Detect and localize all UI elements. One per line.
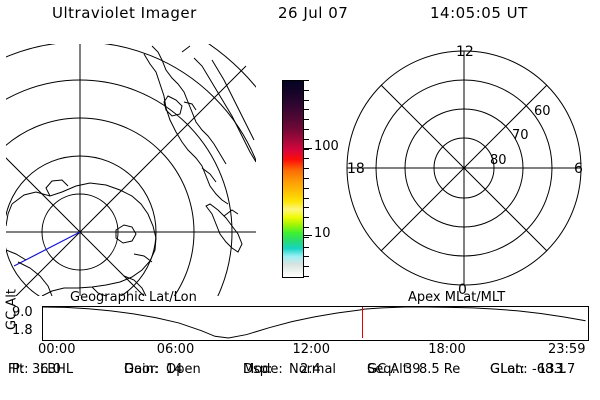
colorbar-tick	[303, 99, 309, 101]
colorbar-tick	[303, 227, 309, 228]
status-label: Dsp:	[243, 362, 273, 377]
colorbar-major-tick	[303, 147, 312, 149]
colorbar-tick-marks	[303, 80, 311, 277]
mlt-label-12: 12	[456, 44, 474, 60]
strip-chart-xtick: 23:59	[548, 342, 586, 357]
gc-altitude-trace	[42, 306, 586, 339]
mlt-label-6: 6	[574, 161, 583, 177]
status-value: 2.4	[300, 362, 321, 377]
colorbar-tick	[303, 217, 309, 219]
colorbar-tick	[303, 119, 309, 121]
colorbar-gradient-box[interactable]	[282, 80, 304, 278]
strip-chart-trace-svg	[42, 306, 586, 339]
antarctica-coastline	[6, 179, 157, 296]
status-label: Mode:	[243, 362, 283, 377]
mlt-spokes	[347, 51, 581, 285]
page-title: Ultraviolet Imager	[52, 4, 197, 22]
status-label: Gain:	[124, 362, 159, 377]
status-label: GC Alt:	[367, 362, 413, 377]
colorbar-tick	[303, 89, 309, 91]
geographic-map-svg	[6, 44, 256, 296]
mlt-label-18: 18	[347, 161, 365, 177]
strip-ytick-bottom: 1.8	[12, 323, 33, 338]
strip-right-title: Apex MLat/MLT	[408, 290, 506, 305]
status-value: Open	[166, 362, 201, 377]
header-bar: Ultraviolet Imager 26 Jul 07 14:05:05 UT	[0, 4, 600, 30]
status-value: 36.0	[32, 362, 61, 377]
mlt-hour-labels: 12 18 6 0	[347, 44, 583, 298]
status-value: LBHL	[40, 362, 74, 377]
colorbar-tick	[303, 236, 309, 238]
status-value: 39	[404, 362, 421, 377]
colorbar-tick	[303, 207, 309, 209]
strip-chart-xtick: 12:00	[292, 342, 330, 357]
colorbar-tick	[303, 148, 309, 150]
island-coastline	[205, 203, 243, 253]
observation-date: 26 Jul 07	[278, 4, 349, 22]
colorbar-tick	[303, 197, 309, 199]
status-value: 133.7	[538, 362, 576, 377]
south-america-coastline	[143, 45, 256, 205]
colorbar-tick	[303, 178, 309, 179]
status-value: 14	[166, 362, 183, 377]
strip-chart-plot-area[interactable]	[42, 306, 589, 341]
status-label: GLat:	[490, 362, 525, 377]
colorbar-tick	[303, 266, 309, 268]
status-label: Seq:	[367, 362, 396, 377]
status-value: 8.5 Re	[419, 362, 461, 377]
status-value: Normal	[289, 362, 337, 377]
colorbar-major-tick	[303, 235, 312, 237]
orbit-strip-chart[interactable]: GC Alt 9.0 1.8 Geographic Lat/Lon Apex M…	[0, 289, 600, 357]
mlat-label-80: 80	[490, 153, 507, 168]
mlat-label-70: 70	[512, 128, 529, 143]
mlat-label-60: 60	[534, 104, 551, 119]
strip-chart-xtick: 18:00	[428, 342, 466, 357]
strip-chart-xtick: 00:00	[38, 342, 76, 357]
geographic-polar-map[interactable]	[6, 44, 256, 296]
mlat-ring-labels: 60 70 80	[490, 104, 551, 168]
colorbar-value-label: 10	[314, 226, 331, 242]
mlt-label-0: 0	[458, 282, 467, 298]
status-label: Flt:	[8, 362, 29, 377]
sun-direction-line	[13, 231, 81, 267]
time-cursor[interactable]	[361, 307, 363, 338]
status-readout: Flt: LBHL Door: Open Mode: Normal GC Alt: 8.5 R…	[0, 362, 600, 398]
colorbar-tick	[303, 109, 309, 111]
observation-time: 14:05:05 UT	[430, 4, 528, 22]
colorbar-tick	[303, 158, 309, 160]
colorbar-tick	[303, 246, 309, 248]
strip-chart-xtick: 06:00	[156, 342, 195, 357]
strip-ytick-top: 9.0	[12, 305, 33, 320]
colorbar-tick	[303, 138, 309, 140]
status-label: IP:	[8, 362, 25, 377]
apex-dial-svg: 60 70 80 12 18 6 0	[346, 44, 583, 298]
colorbar-tick	[303, 168, 309, 170]
status-value: -68.1	[532, 362, 566, 377]
strip-left-title: Geographic Lat/Lon	[70, 290, 197, 305]
colorbar-tick	[303, 80, 309, 81]
colorbar-value-label: 100	[314, 138, 339, 154]
colorbar-tick	[303, 256, 309, 258]
colorbar-gradient	[283, 81, 303, 277]
status-label: GLon:	[490, 362, 528, 377]
colorbar-tick	[303, 276, 309, 277]
colorbar-tick	[303, 129, 309, 130]
colorbar-tick	[303, 187, 309, 189]
status-label: Door:	[124, 362, 160, 377]
apex-mlat-mlt-dial[interactable]: 60 70 80 12 18 6 0	[346, 42, 596, 298]
